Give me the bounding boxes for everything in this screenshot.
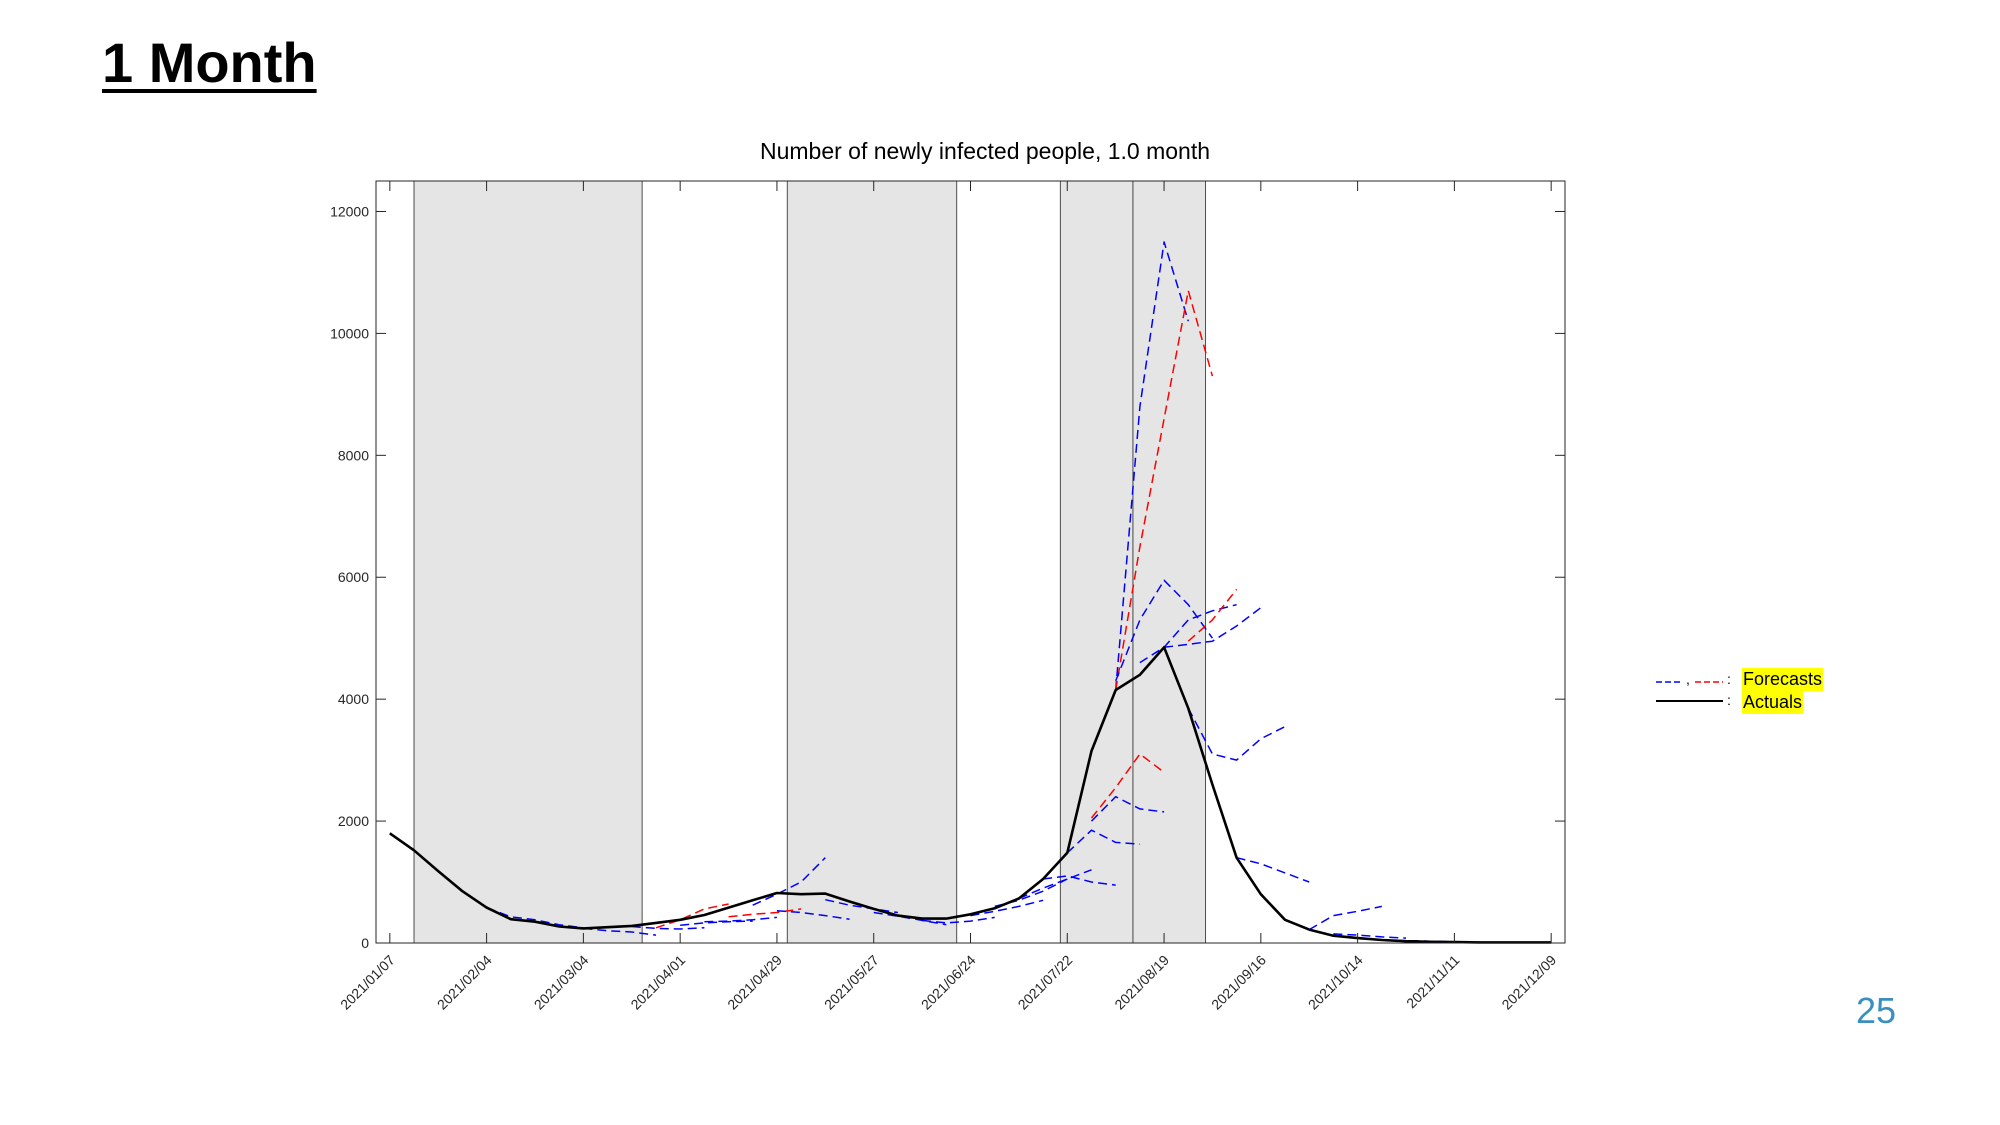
x-tick-label: 2021/04/01	[627, 952, 688, 1013]
x-tick-label: 2021/07/22	[1015, 952, 1076, 1013]
forecasts-swatch: , :	[1656, 671, 1731, 687]
svg-text::: :	[1727, 692, 1731, 708]
forecast-line-4	[655, 903, 729, 929]
forecast-line-21	[1114, 289, 1214, 691]
x-tick-label: 2021/04/29	[724, 952, 785, 1013]
y-tick-label: 10000	[330, 325, 369, 341]
page-number: 25	[1856, 990, 1897, 1031]
forecast-line-7	[728, 908, 802, 918]
x-tick-label: 2021/05/27	[821, 952, 882, 1013]
svg-text:,: ,	[1686, 671, 1690, 687]
actuals-swatch: :	[1656, 692, 1731, 708]
y-tick-label: 2000	[338, 813, 369, 829]
x-tick-label: 2021/10/14	[1305, 952, 1366, 1013]
shaded-period-1	[413, 180, 643, 944]
forecast-line-26	[1187, 707, 1286, 761]
slide-title: 1 Month	[102, 31, 317, 94]
forecast-line-12	[922, 916, 995, 924]
y-tick-label: 6000	[338, 569, 369, 585]
x-tick-label: 2021/11/11	[1403, 952, 1463, 1012]
chart-title: Number of newly infected people, 1.0 mon…	[760, 138, 1210, 164]
legend-actuals-label: Actuals	[1742, 691, 1804, 714]
forecast-line-9	[776, 909, 850, 920]
forecast-line-24	[1164, 607, 1262, 649]
legend-forecasts-label: Forecasts	[1742, 668, 1824, 691]
x-tick-label: 2021/06/24	[918, 952, 979, 1013]
shaded-periods	[413, 180, 1207, 944]
shaded-period-4	[1132, 180, 1207, 944]
forecast-line-29	[1333, 933, 1407, 939]
shaded-period-3	[1059, 180, 1134, 944]
forecast-line-1	[486, 906, 584, 929]
forecast-line-14	[994, 878, 1068, 908]
x-tick-label: 2021/01/07	[337, 952, 398, 1013]
y-tick-label: 12000	[330, 203, 369, 219]
forecast-line-2	[583, 927, 657, 936]
forecast-line-16	[1043, 875, 1116, 886]
svg-text::: :	[1727, 671, 1731, 687]
y-tick-label: 8000	[338, 447, 369, 463]
forecast-line-25	[1187, 588, 1238, 642]
y-tick-label: 4000	[338, 691, 369, 707]
forecast-line-8	[752, 857, 826, 906]
x-tick-label: 2021/08/19	[1111, 952, 1172, 1013]
forecast-line-20	[1114, 241, 1190, 691]
x-tick-label: 2021/02/04	[434, 952, 495, 1013]
forecast-line-3	[631, 925, 705, 930]
forecast-line-19	[1090, 795, 1165, 822]
forecast-line-6	[704, 916, 777, 923]
forecast-line-5	[680, 920, 753, 927]
forecast-line-28	[1308, 905, 1382, 931]
forecast-line-18	[1090, 753, 1165, 819]
forecast-line-17	[1066, 829, 1140, 854]
x-tick-label: 2021/12/09	[1498, 952, 1559, 1013]
forecast-line-10	[825, 898, 899, 914]
forecast-line-27	[1236, 856, 1310, 883]
y-tick-label: 0	[361, 935, 369, 951]
x-tick-label: 2021/09/16	[1208, 952, 1269, 1013]
x-tick-label: 2021/03/04	[531, 952, 592, 1013]
forecast-line-22	[1115, 579, 1214, 682]
forecast-line-13	[970, 899, 1044, 917]
shaded-period-2	[786, 180, 958, 944]
